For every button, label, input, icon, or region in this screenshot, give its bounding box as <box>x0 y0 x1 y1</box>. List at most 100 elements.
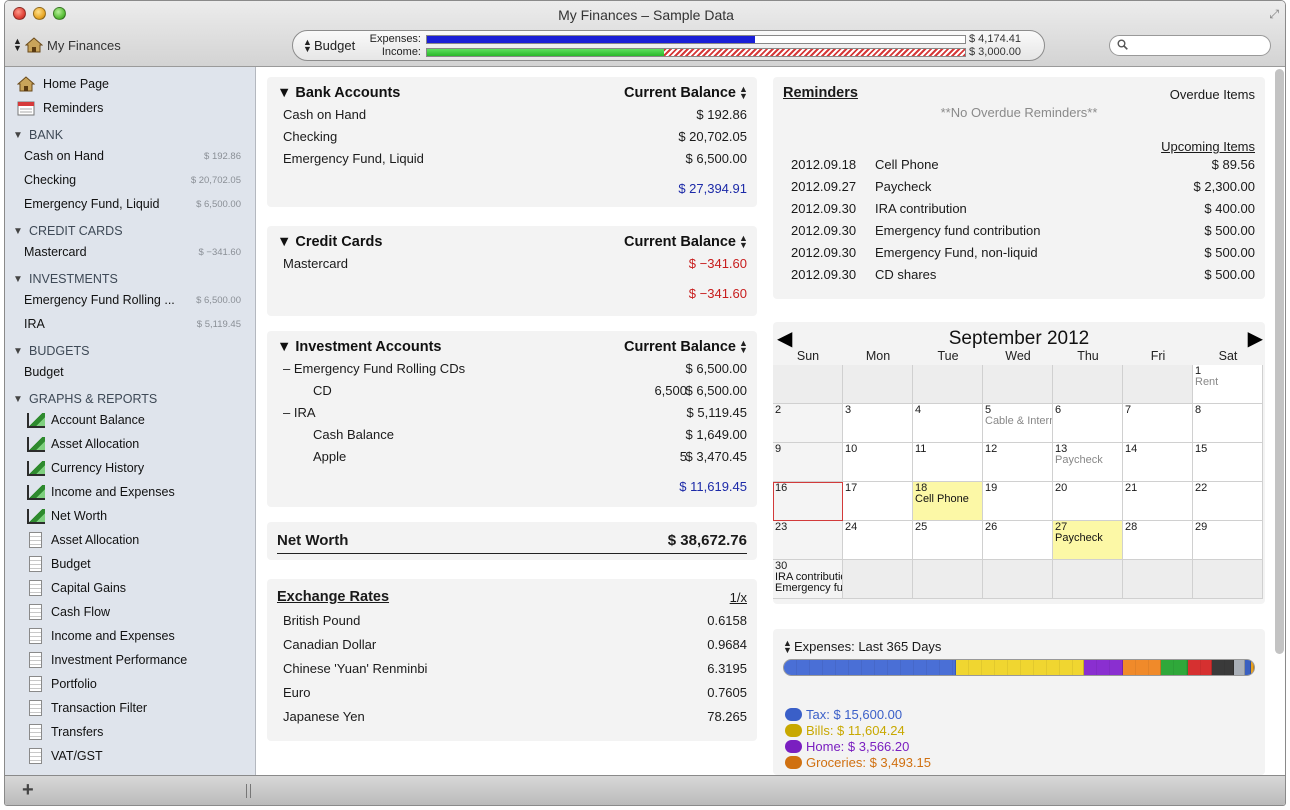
expense-legend-item[interactable]: Groceries: $ 3,493.15 <box>785 755 931 770</box>
sidebar-section-bank[interactable]: ▼ BANK <box>5 124 255 146</box>
calendar-day-21[interactable]: 21 <box>1123 482 1193 521</box>
fullscreen-icon[interactable]: ⤢ <box>1269 7 1279 21</box>
calendar-day-22[interactable]: 22 <box>1193 482 1263 521</box>
sidebar-section-investments[interactable]: ▼ INVESTMENTS <box>5 268 255 290</box>
calendar-event[interactable]: Paycheck <box>1055 532 1103 544</box>
calendar-event[interactable]: Emergency fund <box>775 582 843 594</box>
sidebar-item-reminders[interactable]: Reminders <box>5 97 255 119</box>
disclosure-triangle-icon[interactable]: ▼ <box>13 273 23 285</box>
disclosure-triangle-icon[interactable]: ▼ <box>277 234 292 250</box>
expense-segment[interactable] <box>1161 660 1188 675</box>
calendar-day-17[interactable]: 17 <box>843 482 913 521</box>
calendar-event[interactable]: Rent <box>1195 376 1219 388</box>
sidebar-graph-account-balance[interactable]: Account Balance <box>5 409 255 431</box>
sidebar-account-emergency-fund-liquid[interactable]: Emergency Fund, Liquid $ 6,500.00 <box>5 193 255 215</box>
disclosure-triangle-icon[interactable]: ▼ <box>13 225 23 237</box>
calendar-day-3[interactable]: 3 <box>843 404 913 443</box>
calendar-day-11[interactable]: 11 <box>913 443 983 482</box>
sidebar-graph-asset-allocation[interactable]: Asset Allocation <box>5 433 255 455</box>
exchange-rates-title[interactable]: Exchange Rates <box>277 589 390 605</box>
disclosure-triangle-icon[interactable]: ▼ <box>277 85 292 101</box>
calendar-day-10[interactable]: 10 <box>843 443 913 482</box>
expenses-period-selector[interactable]: ▲ ▼ Expenses: Last 365 Days <box>783 638 941 654</box>
account-row[interactable]: Cash on Hand $ 192.86 <box>267 105 757 127</box>
calendar-day-19[interactable]: 19 <box>983 482 1053 521</box>
calendar-day-6[interactable]: 6 <box>1053 404 1123 443</box>
calendar-day-7[interactable]: 7 <box>1123 404 1193 443</box>
search-field[interactable] <box>1109 35 1271 56</box>
investment-accounts-header[interactable]: ▼ Investment Accounts <box>277 339 441 355</box>
expense-segment[interactable] <box>1250 660 1254 675</box>
previous-month-button[interactable]: ◀ <box>777 328 793 350</box>
expense-legend-item[interactable]: Tax: $ 15,600.00 <box>785 707 902 722</box>
account-row[interactable]: Emergency Fund, Liquid $ 6,500.00 <box>267 149 757 171</box>
add-button[interactable]: + <box>22 779 34 801</box>
reminder-row[interactable]: 2012.09.30 Emergency fund contribution $ 5… <box>773 221 1265 243</box>
minimize-window-button[interactable] <box>33 7 46 20</box>
file-selector[interactable]: ▲ ▼ My Finances <box>13 37 121 53</box>
close-window-button[interactable] <box>13 7 26 20</box>
account-row[interactable]: Checking $ 20,702.05 <box>267 127 757 149</box>
exchange-row[interactable]: Japanese Yen 78.265 <box>267 707 757 729</box>
calendar-day-15[interactable]: 15 <box>1193 443 1263 482</box>
reminder-row[interactable]: 2012.09.30 IRA contribution $ 400.00 <box>773 199 1265 221</box>
calendar-event[interactable]: Cell Phone <box>915 493 969 505</box>
expense-segment[interactable] <box>1234 660 1246 675</box>
vertical-scrollbar[interactable] <box>1275 69 1284 769</box>
calendar-day-26[interactable]: 26 <box>983 521 1053 560</box>
sidebar-account-cash-on-hand[interactable]: Cash on Hand $ 192.86 <box>5 145 255 167</box>
sidebar-item-budget[interactable]: Budget <box>5 361 255 383</box>
calendar-day-20[interactable]: 20 <box>1053 482 1123 521</box>
sidebar-report-portfolio[interactable]: Portfolio <box>5 673 255 695</box>
expense-segment[interactable] <box>1083 660 1123 675</box>
calendar-day-27[interactable]: 27 Paycheck <box>1053 521 1123 560</box>
sidebar-account-checking[interactable]: Checking $ 20,702.05 <box>5 169 255 191</box>
sidebar-section-credit-cards[interactable]: ▼ CREDIT CARDS <box>5 220 255 242</box>
calendar-day-23[interactable]: 23 <box>773 521 843 560</box>
sidebar-report-budget[interactable]: Budget <box>5 553 255 575</box>
sidebar-account-ira[interactable]: IRA $ 5,119.45 <box>5 313 255 335</box>
expense-segment[interactable] <box>1212 660 1235 675</box>
reminder-row[interactable]: 2012.09.18 Cell Phone $ 89.56 <box>773 155 1265 177</box>
calendar-day-25[interactable]: 25 <box>913 521 983 560</box>
sidebar-account-mastercard[interactable]: Mastercard $ −341.60 <box>5 241 255 263</box>
current-balance-sort[interactable]: Current Balance ▲ ▼ <box>624 339 748 356</box>
sidebar-report-cash-flow[interactable]: Cash Flow <box>5 601 255 623</box>
credit-cards-header[interactable]: ▼ Credit Cards <box>277 234 382 250</box>
calendar-day-2[interactable]: 2 <box>773 404 843 443</box>
current-balance-sort[interactable]: Current Balance ▲ ▼ <box>624 85 748 102</box>
sidebar-graph-currency-history[interactable]: Currency History <box>5 457 255 479</box>
exchange-row[interactable]: Euro 0.7605 <box>267 683 757 705</box>
calendar-event[interactable]: Paycheck <box>1055 454 1103 466</box>
sidebar-report-transfers[interactable]: Transfers <box>5 721 255 743</box>
exchange-row[interactable]: Chinese 'Yuan' Renminbi 6.3195 <box>267 659 757 681</box>
disclosure-triangle-icon[interactable]: ▼ <box>277 339 292 355</box>
next-month-button[interactable]: ▶ <box>1247 328 1263 350</box>
calendar-day-18[interactable]: 18 Cell Phone <box>913 482 983 521</box>
sidebar-graph-income-and-expenses[interactable]: Income and Expenses <box>5 481 255 503</box>
calendar-day-16[interactable]: 16 <box>773 482 843 521</box>
sidebar-report-transaction-filter[interactable]: Transaction Filter <box>5 697 255 719</box>
calendar-day-4[interactable]: 4 <box>913 404 983 443</box>
investment-row[interactable]: – Emergency Fund Rolling CDs $ 6,500.00 <box>267 359 757 381</box>
sidebar-graph-net-worth[interactable]: Net Worth <box>5 505 255 527</box>
sidebar-report-capital-gains[interactable]: Capital Gains <box>5 577 255 599</box>
calendar-day-29[interactable]: 29 <box>1193 521 1263 560</box>
current-balance-sort[interactable]: Current Balance ▲ ▼ <box>624 234 748 251</box>
budget-widget[interactable]: ▲ ▼ Budget Expenses: Income: $ 4,174.41 $… <box>292 30 1045 61</box>
sidebar-report-investment-performance[interactable]: Investment Performance <box>5 649 255 671</box>
budget-selector[interactable]: ▲ ▼ Budget <box>303 37 355 53</box>
expense-legend-item[interactable]: Home: $ 3,566.20 <box>785 739 909 754</box>
expense-segment[interactable] <box>1245 660 1251 675</box>
bank-accounts-header[interactable]: ▼ Bank Accounts <box>277 85 400 101</box>
sidebar-report-income-and-expenses[interactable]: Income and Expenses <box>5 625 255 647</box>
exchange-row[interactable]: Canadian Dollar 0.9684 <box>267 635 757 657</box>
sidebar-report-asset-allocation[interactable]: Asset Allocation <box>5 529 255 551</box>
expense-segment[interactable] <box>1187 660 1213 675</box>
reminders-title[interactable]: Reminders <box>783 85 858 101</box>
exchange-row[interactable]: British Pound 0.6158 <box>267 611 757 633</box>
expense-segment[interactable] <box>784 660 956 675</box>
expense-segment[interactable] <box>1122 660 1162 675</box>
calendar-day-9[interactable]: 9 <box>773 443 843 482</box>
